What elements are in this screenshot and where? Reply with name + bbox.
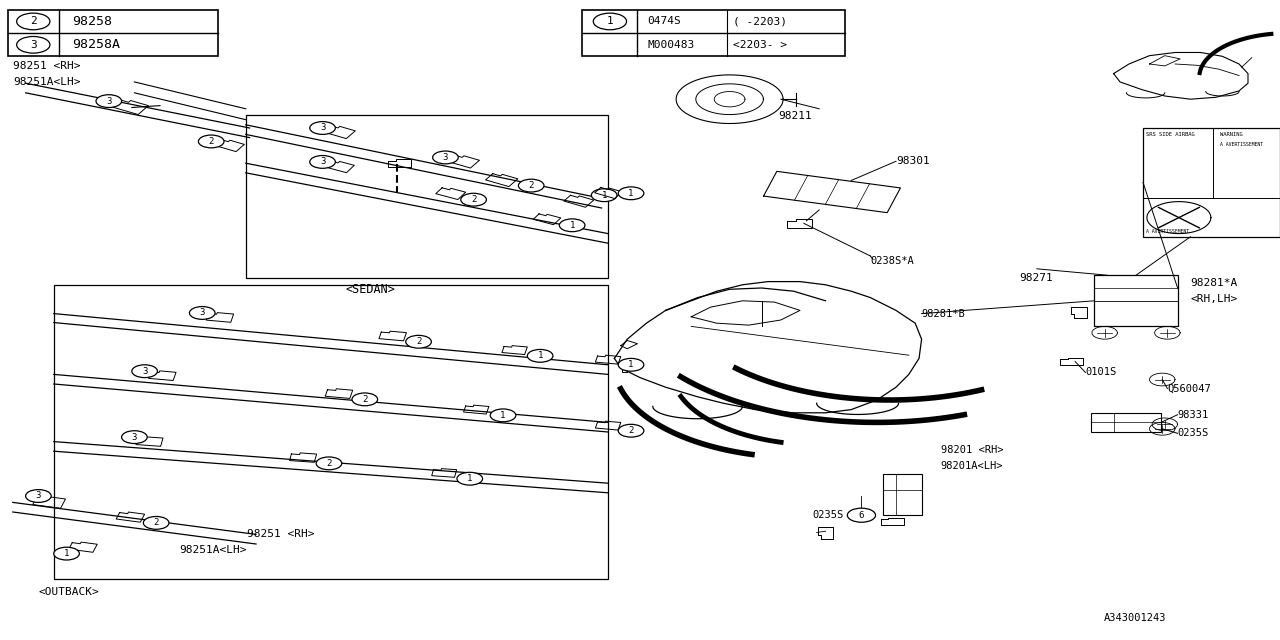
Circle shape bbox=[406, 335, 431, 348]
Circle shape bbox=[310, 156, 335, 168]
Text: 1: 1 bbox=[570, 221, 575, 230]
Text: 1: 1 bbox=[607, 17, 613, 26]
Text: 2: 2 bbox=[209, 137, 214, 146]
Text: 98251 <RH>: 98251 <RH> bbox=[13, 61, 81, 71]
Text: A343001243: A343001243 bbox=[1103, 612, 1166, 623]
Circle shape bbox=[26, 490, 51, 502]
Text: 0474S: 0474S bbox=[648, 17, 681, 26]
Text: 98258A: 98258A bbox=[72, 38, 120, 51]
Circle shape bbox=[847, 508, 876, 522]
Text: 2: 2 bbox=[29, 17, 37, 26]
Text: 98301: 98301 bbox=[896, 156, 929, 166]
Text: 98271: 98271 bbox=[1019, 273, 1052, 284]
Text: 98331: 98331 bbox=[1178, 410, 1208, 420]
Text: 3: 3 bbox=[142, 367, 147, 376]
Circle shape bbox=[17, 36, 50, 53]
Text: 3: 3 bbox=[36, 492, 41, 500]
Text: 98258: 98258 bbox=[72, 15, 111, 28]
Text: WARNING: WARNING bbox=[1220, 132, 1243, 137]
Circle shape bbox=[96, 95, 122, 108]
Text: 1: 1 bbox=[64, 549, 69, 558]
Text: 2: 2 bbox=[416, 337, 421, 346]
Text: 3: 3 bbox=[443, 153, 448, 162]
Text: M000483: M000483 bbox=[648, 40, 695, 50]
Text: ( -2203): ( -2203) bbox=[733, 17, 787, 26]
Text: 1: 1 bbox=[628, 360, 634, 369]
Text: 1: 1 bbox=[538, 351, 543, 360]
Bar bbox=[1143, 128, 1280, 237]
Text: 6: 6 bbox=[859, 511, 864, 520]
Circle shape bbox=[457, 472, 483, 485]
Circle shape bbox=[559, 219, 585, 232]
Text: 1: 1 bbox=[628, 189, 634, 198]
Text: A AVERTISSEMENT: A AVERTISSEMENT bbox=[1146, 229, 1189, 234]
Circle shape bbox=[316, 457, 342, 470]
Circle shape bbox=[591, 189, 617, 202]
Circle shape bbox=[198, 135, 224, 148]
Text: 98281*B: 98281*B bbox=[922, 308, 965, 319]
Circle shape bbox=[143, 516, 169, 529]
Text: 98251A<LH>: 98251A<LH> bbox=[13, 77, 81, 87]
Circle shape bbox=[189, 307, 215, 319]
Circle shape bbox=[461, 193, 486, 206]
Circle shape bbox=[618, 424, 644, 437]
Text: 3: 3 bbox=[320, 124, 325, 132]
Bar bbox=[1094, 275, 1178, 326]
Text: <RH,LH>: <RH,LH> bbox=[1190, 294, 1238, 304]
Circle shape bbox=[17, 13, 50, 30]
Text: 1: 1 bbox=[467, 474, 472, 483]
Bar bbox=[8, 10, 218, 56]
Text: <2203- >: <2203- > bbox=[733, 40, 787, 50]
Circle shape bbox=[594, 13, 627, 30]
Text: 98201A<LH>: 98201A<LH> bbox=[941, 461, 1004, 471]
Bar bbox=[246, 115, 608, 278]
Text: 2: 2 bbox=[154, 518, 159, 527]
Text: 98211: 98211 bbox=[778, 111, 812, 122]
Text: <SEDAN>: <SEDAN> bbox=[346, 284, 396, 296]
Text: 1: 1 bbox=[500, 411, 506, 420]
Text: <OUTBACK>: <OUTBACK> bbox=[38, 587, 99, 597]
Text: 2: 2 bbox=[628, 426, 634, 435]
Text: A AVERTISSEMENT: A AVERTISSEMENT bbox=[1220, 141, 1263, 147]
Bar bbox=[54, 285, 608, 579]
Circle shape bbox=[310, 122, 335, 134]
Text: 98281*A: 98281*A bbox=[1190, 278, 1238, 288]
Text: 2: 2 bbox=[471, 195, 476, 204]
Text: 1: 1 bbox=[602, 191, 607, 200]
Circle shape bbox=[352, 393, 378, 406]
Bar bbox=[582, 10, 845, 56]
Circle shape bbox=[527, 349, 553, 362]
Text: 98251 <RH>: 98251 <RH> bbox=[247, 529, 315, 540]
Text: Q560047: Q560047 bbox=[1167, 383, 1211, 394]
Bar bbox=[883, 474, 922, 515]
Text: 98201 <RH>: 98201 <RH> bbox=[941, 445, 1004, 455]
Circle shape bbox=[433, 151, 458, 164]
Text: 3: 3 bbox=[106, 97, 111, 106]
Circle shape bbox=[518, 179, 544, 192]
Text: 2: 2 bbox=[326, 459, 332, 468]
Text: 0235S: 0235S bbox=[1178, 428, 1208, 438]
Circle shape bbox=[618, 187, 644, 200]
Text: 98251A<LH>: 98251A<LH> bbox=[179, 545, 247, 556]
Text: 2: 2 bbox=[529, 181, 534, 190]
Text: 0238S*A: 0238S*A bbox=[870, 256, 914, 266]
Text: 2: 2 bbox=[362, 395, 367, 404]
Text: 3: 3 bbox=[320, 157, 325, 166]
Text: 3: 3 bbox=[200, 308, 205, 317]
Circle shape bbox=[490, 409, 516, 422]
Circle shape bbox=[54, 547, 79, 560]
Text: 3: 3 bbox=[29, 40, 37, 50]
Text: 3: 3 bbox=[132, 433, 137, 442]
Circle shape bbox=[132, 365, 157, 378]
Text: 0101S: 0101S bbox=[1085, 367, 1116, 378]
Circle shape bbox=[122, 431, 147, 444]
Text: SRS SIDE AIRBAG: SRS SIDE AIRBAG bbox=[1146, 132, 1194, 137]
Circle shape bbox=[618, 358, 644, 371]
Text: 0235S: 0235S bbox=[813, 510, 844, 520]
